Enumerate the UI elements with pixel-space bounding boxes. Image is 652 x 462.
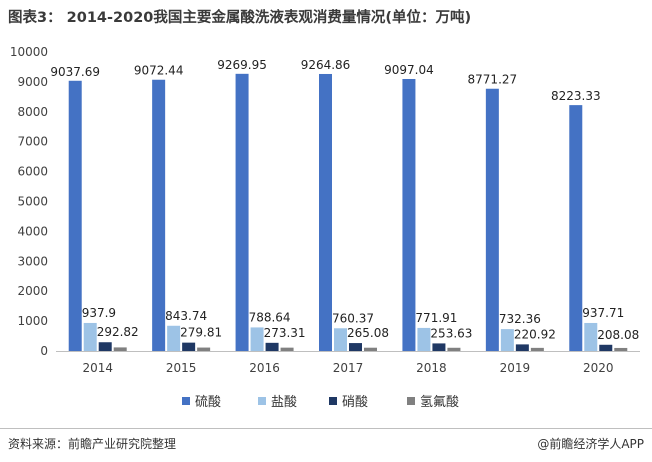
x-tick-label: 2020 xyxy=(583,361,614,375)
data-label: 732.36 xyxy=(499,312,541,326)
y-tick-label: 0 xyxy=(40,344,48,358)
y-tick-label: 6000 xyxy=(17,165,48,179)
x-tick-label: 2015 xyxy=(166,361,197,375)
legend-label: 氢氟酸 xyxy=(420,395,459,410)
legend-swatch xyxy=(329,397,337,405)
y-tick-label: 9000 xyxy=(17,75,48,89)
data-label: 9072.44 xyxy=(134,64,184,78)
data-label: 220.92 xyxy=(514,327,556,341)
data-label: 937.9 xyxy=(82,306,116,320)
bar-1 xyxy=(167,325,181,351)
legend-label: 硫酸 xyxy=(195,395,221,410)
data-label: 265.08 xyxy=(347,326,389,340)
bar-0 xyxy=(68,80,82,351)
x-tick-label: 2017 xyxy=(333,361,364,375)
bar-3 xyxy=(614,347,628,351)
bar-1 xyxy=(250,327,264,351)
bar-1 xyxy=(83,322,97,351)
legend: 硫酸 盐酸 硝酸 氢氟酸 xyxy=(182,395,459,410)
bar-2 xyxy=(265,342,279,351)
chart-title: 图表3： 2014-2020我国主要金属酸洗液表观消费量情况(单位：万吨) xyxy=(8,10,472,26)
x-tick-label: 2016 xyxy=(249,361,280,375)
x-tick-label: 2019 xyxy=(500,361,531,375)
y-tick-label: 2000 xyxy=(17,284,48,298)
x-axis: 2014 2015 2016 2017 2018 2019 2020 xyxy=(56,351,640,375)
bar-0 xyxy=(152,79,166,352)
data-label: 279.81 xyxy=(180,326,222,340)
bar-1 xyxy=(334,328,347,351)
bar-2 xyxy=(98,342,112,351)
source-note: 资料来源：前瞻产业研究院整理 xyxy=(8,437,177,451)
bar-1 xyxy=(500,329,514,351)
data-label: 9269.95 xyxy=(217,58,267,72)
data-label: 788.64 xyxy=(249,310,291,324)
data-labels: 9037.69 9072.44 9269.95 9264.86 9097.04 8771.… xyxy=(50,58,639,342)
bar-0 xyxy=(402,78,416,351)
data-label: 9097.04 xyxy=(384,63,434,77)
data-label: 843.74 xyxy=(165,309,207,323)
bar-1 xyxy=(417,327,431,351)
footer-divider xyxy=(0,428,652,429)
data-label: 937.71 xyxy=(582,306,624,320)
bar-chart: 0 1000 2000 3000 4000 5000 6000 7000 8000 9000 100… xyxy=(10,45,640,410)
bar-0 xyxy=(569,105,583,351)
y-tick-label: 8000 xyxy=(17,105,48,119)
bar-3 xyxy=(447,347,461,351)
x-tick-label: 2014 xyxy=(82,361,113,375)
bar-0 xyxy=(485,88,499,352)
y-tick-label: 3000 xyxy=(17,254,48,268)
data-label: 8771.27 xyxy=(468,73,518,87)
data-label: 771.91 xyxy=(415,311,457,325)
data-label: 208.08 xyxy=(597,328,639,342)
data-label: 9037.69 xyxy=(50,65,100,79)
y-axis: 0 1000 2000 3000 4000 5000 6000 7000 8000 9000 100… xyxy=(10,45,48,358)
x-tick-label: 2018 xyxy=(416,361,447,375)
bar-3 xyxy=(280,347,294,351)
y-tick-label: 7000 xyxy=(17,135,48,149)
bars xyxy=(68,73,628,352)
legend-label: 盐酸 xyxy=(271,395,297,410)
bar-2 xyxy=(432,343,446,351)
legend-swatch xyxy=(182,397,190,405)
bar-3 xyxy=(530,347,544,351)
legend-label: 硝酸 xyxy=(342,395,368,410)
y-tick-label: 10000 xyxy=(10,45,48,59)
bar-0 xyxy=(319,73,332,351)
legend-swatch xyxy=(258,397,266,405)
y-tick-label: 4000 xyxy=(17,224,48,238)
y-tick-label: 1000 xyxy=(17,314,48,328)
bar-3 xyxy=(364,347,377,351)
bar-0 xyxy=(235,73,249,351)
data-label: 9264.86 xyxy=(301,58,351,72)
brand-credit: @前瞻经济学人APP xyxy=(537,437,644,451)
bar-2 xyxy=(182,342,196,351)
bar-1 xyxy=(584,322,598,351)
bar-2 xyxy=(515,344,529,351)
bar-3 xyxy=(197,347,211,351)
data-label: 8223.33 xyxy=(551,89,601,103)
legend-swatch xyxy=(407,397,415,405)
bar-2 xyxy=(599,344,613,351)
y-tick-label: 5000 xyxy=(17,195,48,209)
data-label: 273.31 xyxy=(264,326,306,340)
data-label: 760.37 xyxy=(332,311,374,325)
data-label: 292.82 xyxy=(97,325,139,339)
data-label: 253.63 xyxy=(430,326,472,340)
bar-2 xyxy=(349,343,362,351)
bar-3 xyxy=(113,347,127,351)
